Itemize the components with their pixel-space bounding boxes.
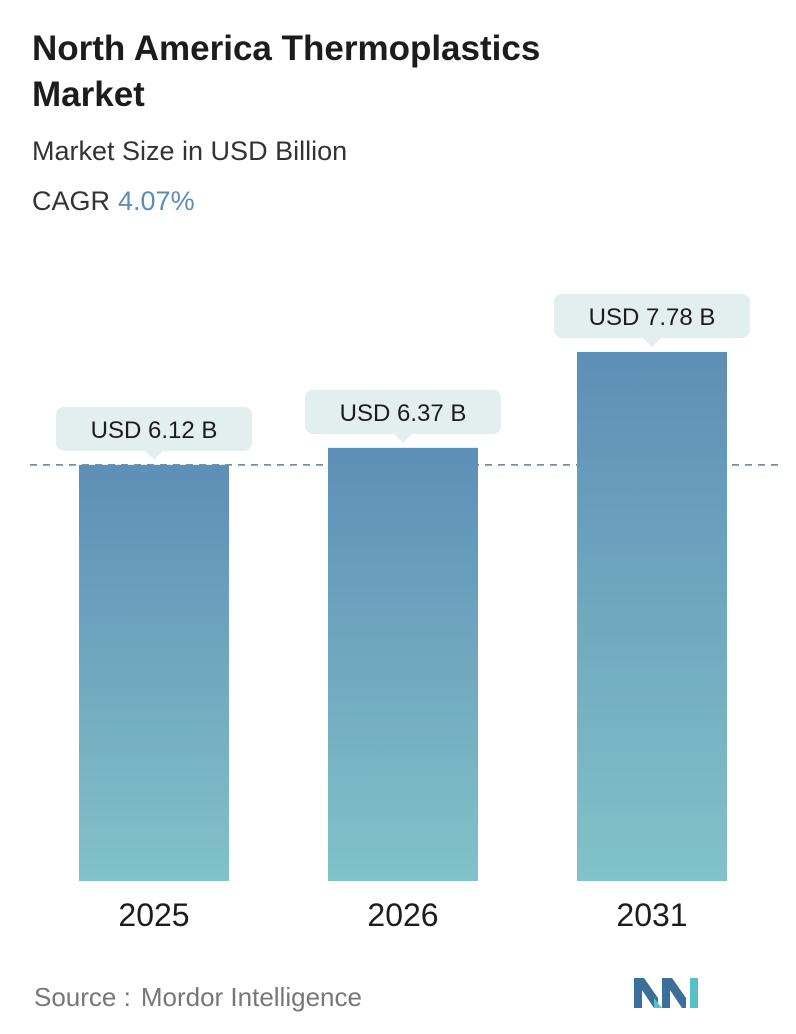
bar-2031 — [577, 351, 727, 882]
source-value: Mordor Intelligence — [140, 982, 362, 1012]
title-line-2: Market — [32, 75, 145, 114]
data-label-2026: USD 6.37 B — [305, 389, 501, 443]
data-label-bubble — [56, 406, 252, 451]
data-label-text: USD 7.78 B — [589, 304, 716, 331]
data-label-text: USD 6.37 B — [340, 400, 467, 427]
bar-2025 — [79, 464, 229, 881]
data-label-bubble — [554, 293, 750, 338]
x-tick-label-2025: 2025 — [118, 897, 189, 933]
data-label-bubble — [305, 389, 501, 434]
data-label-pointer — [394, 433, 412, 443]
data-label-pointer — [643, 337, 661, 347]
data-label-text: USD 6.12 B — [91, 417, 218, 444]
source-label: Source : — [34, 982, 131, 1012]
data-label-2025: USD 6.12 B — [56, 406, 252, 460]
bar-2026 — [328, 447, 478, 881]
x-tick-label-2031: 2031 — [616, 897, 687, 933]
data-label-2031: USD 7.78 B — [554, 293, 750, 347]
mordor-intelligence-logo-icon — [634, 978, 698, 1008]
source-note: Source : Mordor Intelligence — [34, 980, 362, 1014]
x-tick-label-2026: 2026 — [367, 897, 438, 933]
chart-subtitle: Market Size in USD Billion — [32, 136, 348, 166]
cagr-label: CAGR — [32, 186, 111, 216]
chart-title: North America Thermoplastics Market — [32, 26, 752, 118]
cagr-row: CAGR 4.07% — [32, 184, 752, 218]
title-line-1: North America Thermoplastics — [32, 29, 541, 68]
data-label-pointer — [145, 450, 163, 460]
chart-header: North America Thermoplastics Market Mark… — [32, 26, 752, 218]
cagr-value: 4.07% — [118, 186, 195, 216]
